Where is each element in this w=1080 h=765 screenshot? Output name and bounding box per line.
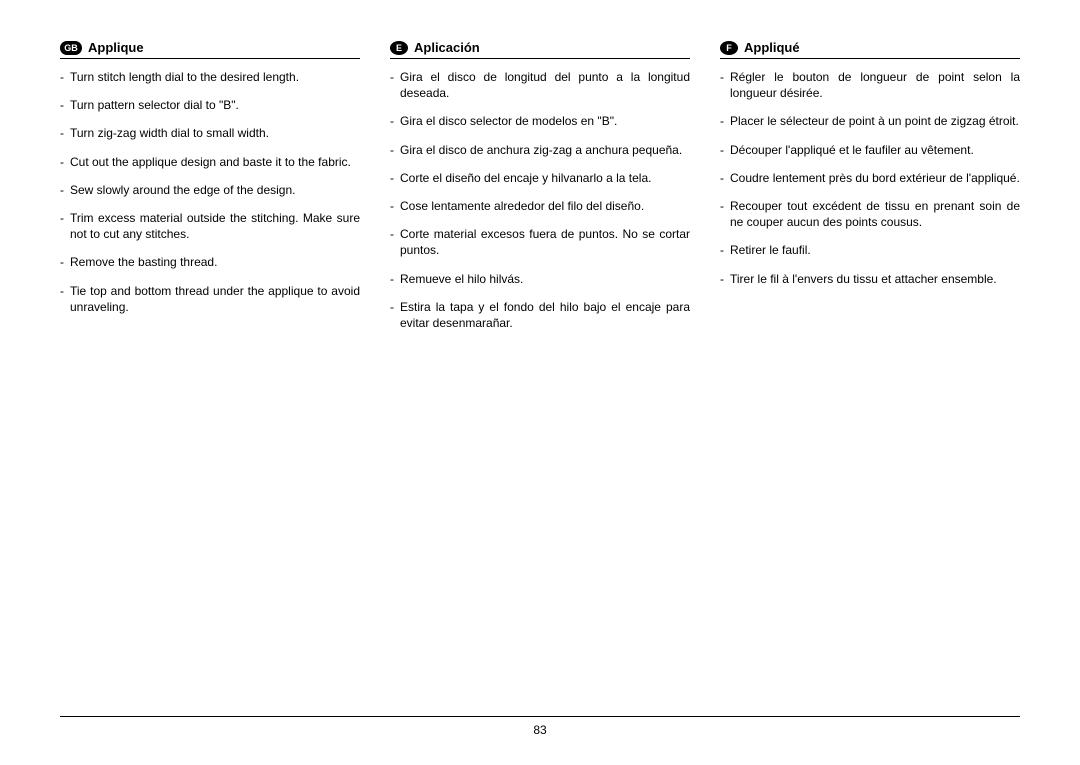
list-e: Gira el disco de longitud del punto a la… — [390, 69, 690, 331]
title-f: Appliqué — [744, 40, 800, 55]
list-item: Estira la tapa y el fondo del hilo bajo … — [390, 299, 690, 331]
list-item: Cose lentamente alrededor del filo del d… — [390, 198, 690, 214]
list-item: Tie top and bottom thread under the appl… — [60, 283, 360, 315]
column-f: F Appliqué Régler le bouton de longueur … — [720, 40, 1020, 343]
lang-badge-f-icon: F — [720, 41, 738, 55]
columns-container: GB Applique Turn stitch length dial to t… — [60, 40, 1020, 343]
page-footer: 83 — [60, 716, 1020, 737]
lang-badge-gb-icon: GB — [60, 41, 82, 55]
list-item: Régler le bouton de longueur de point se… — [720, 69, 1020, 101]
list-item: Remove the basting thread. — [60, 254, 360, 270]
list-item: Recouper tout excédent de tissu en prena… — [720, 198, 1020, 230]
list-item: Remueve el hilo hilvás. — [390, 271, 690, 287]
list-item: Placer le sélecteur de point à un point … — [720, 113, 1020, 129]
title-gb: Applique — [88, 40, 144, 55]
column-gb: GB Applique Turn stitch length dial to t… — [60, 40, 360, 343]
list-item: Gira el disco selector de modelos en "B"… — [390, 113, 690, 129]
column-e: E Aplicación Gira el disco de longitud d… — [390, 40, 690, 343]
list-gb: Turn stitch length dial to the desired l… — [60, 69, 360, 315]
list-item: Découper l'appliqué et le faufiler au vê… — [720, 142, 1020, 158]
list-item: Coudre lentement près du bord extérieur … — [720, 170, 1020, 186]
page-number: 83 — [533, 723, 546, 737]
list-item: Trim excess material outside the stitchi… — [60, 210, 360, 242]
list-item: Gira el disco de anchura zig-zag a anchu… — [390, 142, 690, 158]
list-item: Tirer le fil à l'envers du tissu et atta… — [720, 271, 1020, 287]
heading-e: E Aplicación — [390, 40, 690, 59]
list-item: Gira el disco de longitud del punto a la… — [390, 69, 690, 101]
heading-gb: GB Applique — [60, 40, 360, 59]
heading-f: F Appliqué — [720, 40, 1020, 59]
list-item: Corte material excesos fuera de puntos. … — [390, 226, 690, 258]
list-item: Cut out the applique design and baste it… — [60, 154, 360, 170]
title-e: Aplicación — [414, 40, 480, 55]
lang-badge-e-icon: E — [390, 41, 408, 55]
list-item: Retirer le faufil. — [720, 242, 1020, 258]
list-item: Sew slowly around the edge of the design… — [60, 182, 360, 198]
list-item: Corte el diseño del encaje y hilvanarlo … — [390, 170, 690, 186]
list-item: Turn zig-zag width dial to small width. — [60, 125, 360, 141]
list-item: Turn stitch length dial to the desired l… — [60, 69, 360, 85]
list-item: Turn pattern selector dial to "B". — [60, 97, 360, 113]
list-f: Régler le bouton de longueur de point se… — [720, 69, 1020, 287]
manual-page: GB Applique Turn stitch length dial to t… — [0, 0, 1080, 765]
